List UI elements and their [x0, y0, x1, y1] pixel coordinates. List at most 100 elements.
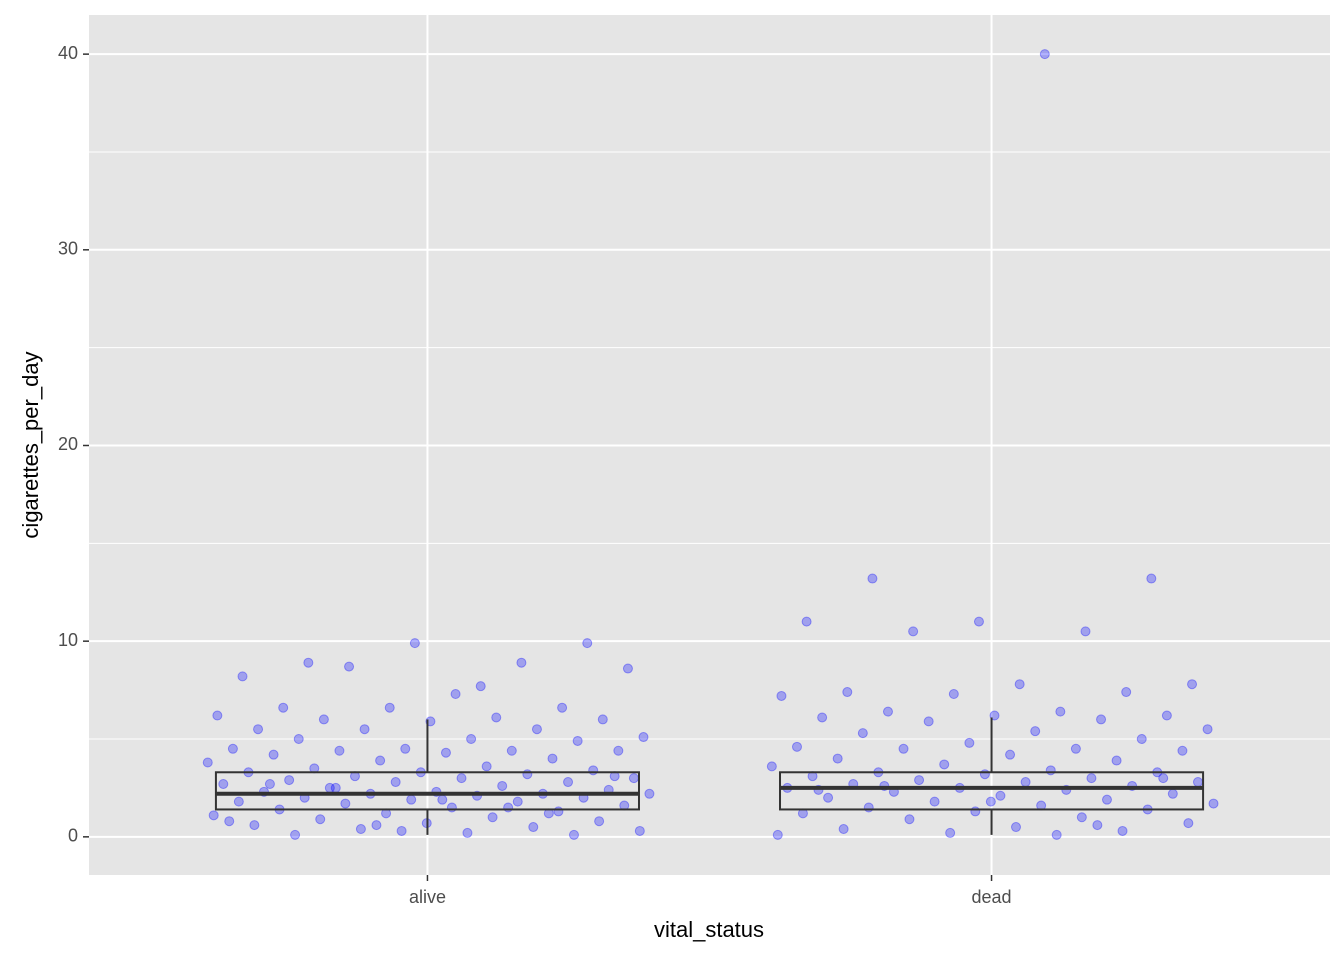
x-tick-label: alive — [409, 887, 446, 907]
point — [1136, 734, 1147, 745]
point — [456, 773, 467, 784]
point — [375, 755, 386, 766]
box — [779, 771, 1205, 811]
point — [344, 661, 355, 672]
point — [1014, 679, 1025, 690]
point — [503, 802, 514, 813]
point — [440, 747, 451, 758]
point — [491, 712, 502, 723]
point — [863, 802, 874, 813]
point — [1111, 755, 1122, 766]
point — [948, 688, 959, 699]
point — [1092, 820, 1103, 831]
point — [766, 761, 777, 772]
point — [557, 702, 568, 713]
point — [202, 757, 213, 768]
point — [1101, 794, 1112, 805]
point — [1146, 573, 1157, 584]
point — [384, 702, 395, 713]
point — [1030, 726, 1041, 737]
point — [446, 802, 457, 813]
point — [531, 724, 542, 735]
point — [1076, 812, 1087, 823]
point — [1045, 765, 1056, 776]
point — [613, 745, 624, 756]
point — [945, 827, 956, 838]
point — [995, 790, 1006, 801]
point — [1020, 777, 1031, 788]
point — [867, 573, 878, 584]
point — [1117, 825, 1128, 836]
point — [303, 657, 314, 668]
point — [970, 806, 981, 817]
point — [1192, 777, 1203, 788]
point — [882, 706, 893, 717]
point — [1121, 687, 1132, 698]
point — [908, 626, 919, 637]
x-axis-title: vital_status — [654, 917, 764, 942]
point — [390, 777, 401, 788]
point — [898, 743, 909, 754]
y-tick-label: 30 — [58, 239, 78, 259]
point — [512, 796, 523, 807]
point — [904, 814, 915, 825]
point — [249, 820, 260, 831]
point — [1070, 743, 1081, 754]
point — [462, 827, 473, 838]
point — [857, 728, 868, 739]
point — [233, 796, 244, 807]
point — [772, 829, 783, 840]
y-tick-label: 20 — [58, 434, 78, 454]
point — [516, 657, 527, 668]
point — [594, 816, 605, 827]
point — [1158, 773, 1169, 784]
point — [1010, 822, 1021, 833]
y-tick-label: 40 — [58, 43, 78, 63]
point — [1208, 798, 1219, 809]
point — [914, 775, 925, 786]
y-axis-title: cigarettes_per_day — [18, 351, 43, 538]
point — [842, 687, 853, 698]
point — [359, 724, 370, 735]
point — [315, 814, 326, 825]
point — [290, 829, 301, 840]
point — [487, 812, 498, 823]
point — [563, 777, 574, 788]
point — [979, 769, 990, 780]
point — [1086, 773, 1097, 784]
point — [547, 753, 558, 764]
point — [582, 638, 593, 649]
point — [237, 671, 248, 682]
point — [1167, 788, 1178, 799]
point — [528, 822, 539, 833]
point — [985, 796, 996, 807]
point — [776, 690, 787, 701]
point — [406, 794, 417, 805]
point — [371, 820, 382, 831]
point — [644, 788, 655, 799]
point — [964, 737, 975, 748]
point — [227, 743, 238, 754]
point — [1096, 714, 1107, 725]
point — [497, 780, 508, 791]
point — [939, 759, 950, 770]
point — [450, 688, 461, 699]
point — [791, 741, 802, 752]
point — [1080, 626, 1091, 637]
point — [1187, 679, 1198, 690]
point — [1161, 710, 1172, 721]
point — [284, 775, 295, 786]
point — [634, 825, 645, 836]
y-tick-label: 0 — [68, 826, 78, 846]
point — [437, 794, 448, 805]
point — [628, 773, 639, 784]
point — [224, 816, 235, 827]
point — [409, 638, 420, 649]
point — [264, 779, 275, 790]
point — [268, 749, 279, 760]
point — [278, 702, 289, 713]
point — [588, 765, 599, 776]
point — [572, 735, 583, 746]
point — [334, 745, 345, 756]
point — [208, 810, 219, 821]
